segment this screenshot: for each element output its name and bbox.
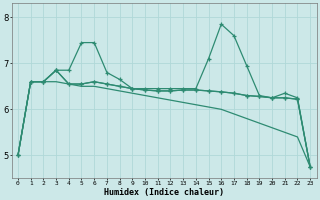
- X-axis label: Humidex (Indice chaleur): Humidex (Indice chaleur): [104, 188, 224, 197]
